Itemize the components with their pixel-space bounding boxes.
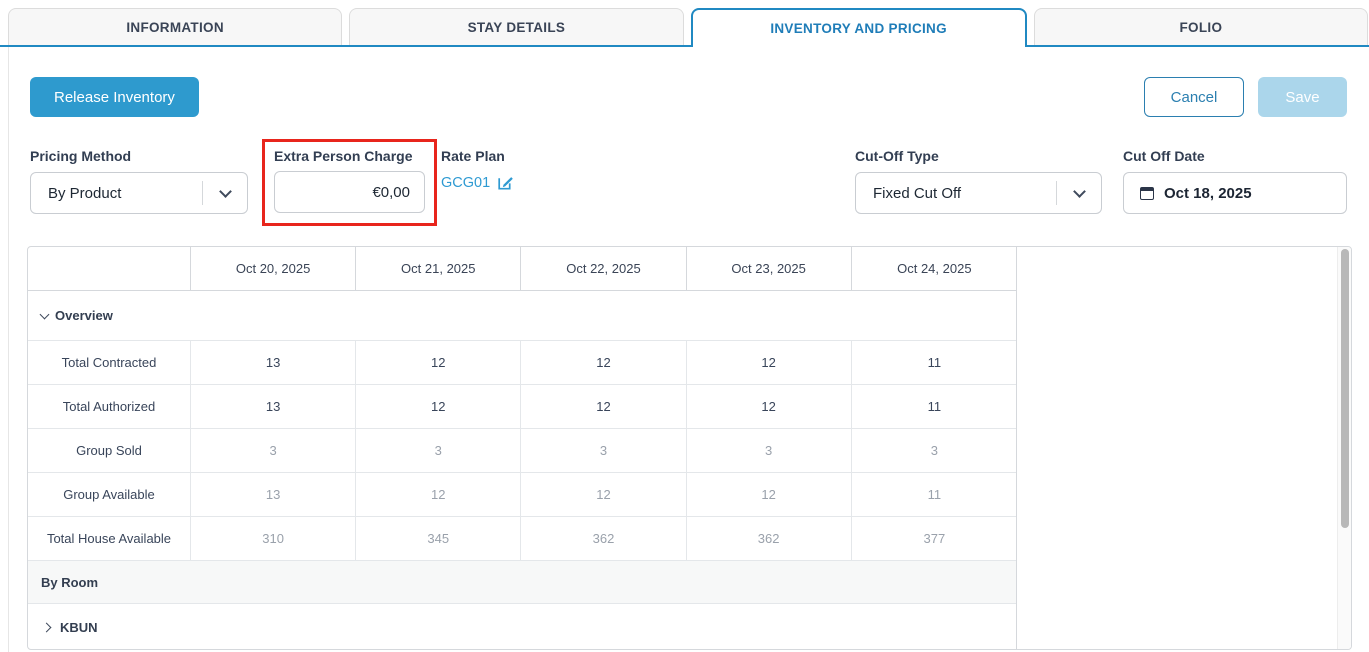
cancel-button[interactable]: Cancel <box>1144 77 1244 117</box>
cut-off-type-label: Cut-Off Type <box>855 148 939 164</box>
table-row: Total Authorized 13 12 12 12 11 <box>28 385 1016 429</box>
extra-person-charge-label: Extra Person Charge <box>274 148 413 164</box>
table-row: Total Contracted 13 12 12 12 11 <box>28 341 1016 385</box>
table-cell: 362 <box>687 517 852 560</box>
table-cell: 11 <box>927 355 942 370</box>
table-cell: 3 <box>521 429 687 472</box>
cut-off-date-field: Cut Off Date Oct 18, 2025 <box>1123 148 1347 214</box>
header-cell-date: Oct 24, 2025 <box>897 261 972 276</box>
save-button[interactable]: Save <box>1258 77 1347 117</box>
room-label: KBUN <box>60 620 98 635</box>
overview-section-toggle[interactable]: Overview <box>28 291 1016 341</box>
table-cell: 12 <box>356 473 522 516</box>
row-label: Group Available <box>28 473 191 516</box>
tab-stay-details[interactable]: STAY DETAILS <box>349 8 684 45</box>
cut-off-type-field: Cut-Off Type Fixed Cut Off <box>855 148 1102 214</box>
rate-plan-link[interactable]: GCG01 <box>441 174 491 191</box>
inventory-table: Oct 20, 2025 Oct 21, 2025 Oct 22, 2025 O… <box>27 246 1352 650</box>
table-cell: 12 <box>521 385 687 428</box>
select-divider <box>202 181 203 205</box>
extra-person-charge-input[interactable] <box>274 171 425 213</box>
pricing-method-label: Pricing Method <box>30 148 132 164</box>
header-cell-date: Oct 22, 2025 <box>521 247 687 290</box>
table-cell: 12 <box>356 385 522 428</box>
tab-bar: INFORMATION STAY DETAILS INVENTORY AND P… <box>8 8 1368 47</box>
panel-left-border <box>8 47 9 652</box>
row-label: Group Sold <box>28 429 191 472</box>
row-label: Total Authorized <box>28 385 191 428</box>
table-cell: 362 <box>521 517 687 560</box>
cut-off-date-label: Cut Off Date <box>1123 148 1205 164</box>
header-cell-date: Oct 23, 2025 <box>687 247 852 290</box>
header-cell-empty <box>28 247 191 290</box>
table-cell: 11 <box>927 399 942 414</box>
table-cell: 3 <box>356 429 522 472</box>
row-label: Total House Available <box>28 517 191 560</box>
table-row: Total House Available 310 345 362 362 37… <box>28 517 1016 561</box>
cut-off-type-select[interactable]: Fixed Cut Off <box>855 172 1102 214</box>
table-cell: 13 <box>191 341 357 384</box>
by-room-section-label: By Room <box>41 574 99 590</box>
pricing-method-select[interactable]: By Product <box>30 172 248 214</box>
table-cell: 3 <box>191 429 357 472</box>
header-cell-date: Oct 21, 2025 <box>356 247 522 290</box>
pricing-method-value: By Product <box>48 184 122 202</box>
table-cell: 12 <box>521 341 687 384</box>
rate-plan-field: Rate Plan GCG01 <box>441 148 514 191</box>
table-cell: 12 <box>521 473 687 516</box>
form-actions: Cancel Save <box>1144 77 1347 117</box>
extra-person-charge-highlight: Extra Person Charge <box>262 139 437 226</box>
chevron-right-icon <box>41 622 52 633</box>
table-cell: 12 <box>687 385 852 428</box>
tab-information[interactable]: INFORMATION <box>8 8 343 45</box>
table-cell: 13 <box>191 473 357 516</box>
tab-underline <box>0 45 1369 47</box>
pricing-method-field: Pricing Method By Product <box>30 148 248 214</box>
tab-inventory-and-pricing[interactable]: INVENTORY AND PRICING <box>690 8 1027 47</box>
table-row: Group Sold 3 3 3 3 3 <box>28 429 1016 473</box>
release-inventory-button[interactable]: Release Inventory <box>30 77 199 117</box>
chevron-down-icon <box>203 184 247 198</box>
overview-section-label: Overview <box>55 308 113 323</box>
table-cell: 310 <box>191 517 357 560</box>
tab-folio[interactable]: FOLIO <box>1033 8 1368 45</box>
table-cell: 3 <box>687 429 852 472</box>
table-row: Group Available 13 12 12 12 11 <box>28 473 1016 517</box>
by-room-section-header: By Room <box>28 561 1016 604</box>
cut-off-date-value: Oct 18, 2025 <box>1164 184 1252 202</box>
header-cell-date: Oct 20, 2025 <box>191 247 357 290</box>
table-header-row: Oct 20, 2025 Oct 21, 2025 Oct 22, 2025 O… <box>28 247 1016 291</box>
row-label: Total Contracted <box>28 341 191 384</box>
calendar-icon <box>1140 186 1154 200</box>
table-cell: 11 <box>927 487 942 502</box>
cut-off-type-value: Fixed Cut Off <box>873 184 962 202</box>
table-cell: 345 <box>356 517 522 560</box>
table-cell: 12 <box>687 473 852 516</box>
rate-plan-label: Rate Plan <box>441 148 505 164</box>
edit-icon[interactable] <box>497 174 514 191</box>
vertical-scrollbar-thumb[interactable] <box>1341 249 1349 528</box>
vertical-scrollbar-track[interactable] <box>1337 247 1351 649</box>
table-cell: 12 <box>356 341 522 384</box>
table-cell: 3 <box>930 443 938 458</box>
select-divider <box>1056 181 1057 205</box>
table-cell: 12 <box>687 341 852 384</box>
table-cell: 377 <box>923 531 946 546</box>
cut-off-date-picker[interactable]: Oct 18, 2025 <box>1123 172 1347 214</box>
table-cell: 13 <box>191 385 357 428</box>
chevron-down-icon <box>39 309 50 319</box>
chevron-down-icon <box>1057 184 1101 198</box>
room-row-kbun-toggle[interactable]: KBUN <box>28 604 1016 649</box>
